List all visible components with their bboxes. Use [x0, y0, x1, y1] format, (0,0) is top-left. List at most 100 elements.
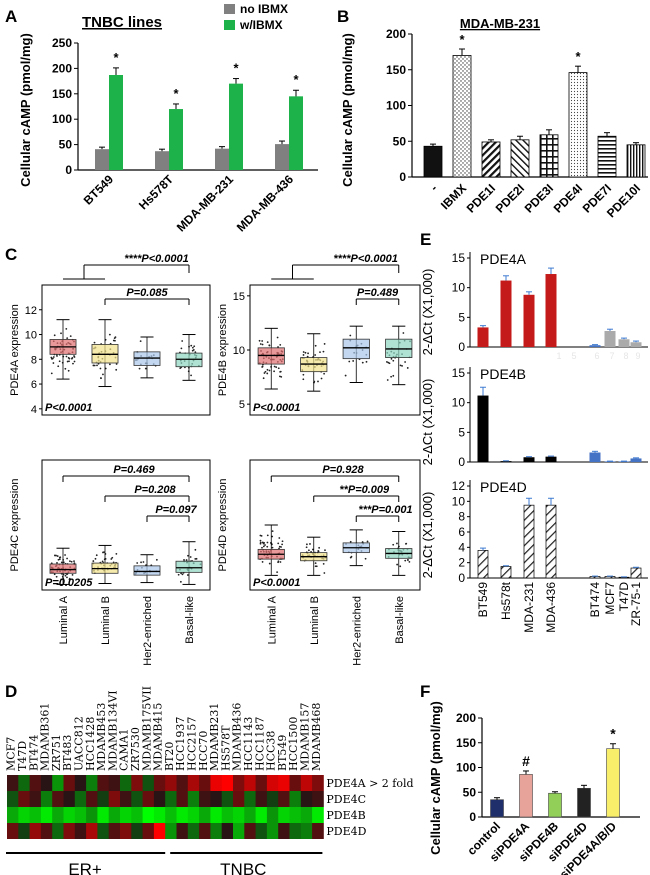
panel-c-p-value: P=0.208 — [134, 484, 176, 496]
panel-c-data-point — [266, 534, 269, 537]
panel-c-data-point — [266, 341, 269, 344]
panel-c-data-point — [181, 340, 184, 342]
panel-d-heatmap-cell — [120, 775, 132, 791]
panel-d-column-label: MDAMB157 — [298, 703, 311, 771]
panel-d-heatmap-cell — [165, 775, 177, 791]
panel-c-boxplots: PDE4A expression 4 6 8 10 12 P<0.0001 ****P<0.0… — [9, 253, 421, 666]
panel-c-data-point — [280, 375, 283, 378]
panel-d-column-label: MDAMB468 — [310, 703, 323, 771]
panel-c-data-point — [66, 337, 69, 340]
panel-e-subplot: PDE4B 0 5 10 15 — [452, 366, 648, 469]
panel-c-data-point — [95, 554, 98, 557]
panel-c-data-point — [268, 562, 271, 565]
panel-a-y-tick-label: 250 — [52, 36, 72, 50]
panel-b-title: MDA-MB-231 — [460, 16, 540, 31]
panel-c-data-point — [108, 363, 111, 366]
panel-e-ylabel-3: 2-ΔCt (X1,000) — [420, 492, 435, 579]
panel-c-box — [342, 338, 370, 360]
panel-c-data-point — [73, 356, 76, 358]
panel-e-bar — [477, 550, 489, 579]
panel-c-data-point — [92, 560, 95, 562]
panel-d-heatmap-cell — [221, 775, 234, 791]
panel-c-data-point — [194, 548, 197, 551]
panel-c-data-point — [281, 540, 284, 543]
panel-f-ylabel: Cellular cAMP (pmol/mg) — [428, 701, 443, 855]
panel-letter-c: C — [5, 245, 17, 264]
panel-c-data-point — [266, 372, 269, 375]
panel-d-heatmap-cell — [29, 823, 42, 839]
panel-c-subplot: PDE4B expression 5 10 15 P<0.0001 ****P<0.000… — [217, 253, 421, 416]
panel-e-bar — [604, 330, 616, 347]
panel-c-data-point — [304, 351, 307, 354]
panel-a-bar-w-ibmx — [109, 75, 123, 170]
panel-e-bar — [630, 567, 642, 579]
panel-c-data-point — [57, 365, 60, 368]
panel-e-bar — [545, 274, 557, 347]
panel-d-column-label: HCC1500 — [287, 717, 300, 771]
panel-f-y-tick-label: 0 — [469, 810, 476, 824]
panel-c-data-point — [306, 543, 308, 546]
panel-d-column-label: BT474 — [27, 735, 40, 771]
panel-c-data-point — [320, 377, 323, 380]
panel-c-data-point — [190, 344, 193, 347]
panel-e-bars: 2-ΔCt (X1,000) 2-ΔCt (X1,000) 2-ΔCt (X1,… — [420, 251, 648, 633]
panel-d-group-label-er: ER+ — [68, 860, 102, 875]
panel-e-y-tick-label: 15 — [452, 366, 466, 380]
panel-e-y-tick-label: 10 — [452, 281, 466, 295]
panel-c-group-label: Luminal B — [309, 596, 321, 645]
panel-c-overall-p: P<0.0001 — [253, 577, 300, 589]
panel-c-data-point — [58, 556, 61, 559]
panel-d-heatmap-cell — [233, 823, 245, 839]
panel-c-group-label: Luminal B — [100, 596, 112, 645]
panel-c-data-point — [406, 367, 409, 369]
panel-d-heatmap-cell — [266, 791, 279, 807]
panel-d-heatmap-cell — [74, 807, 87, 823]
panel-c-ylabel: PDE4C expression — [9, 479, 21, 572]
panel-c-data-point — [52, 362, 55, 364]
panel-b-bar — [452, 55, 472, 178]
panel-c-p-value: P=0.469 — [113, 464, 155, 476]
panel-d-heatmap-cell — [244, 775, 256, 791]
panel-letter-a: A — [5, 7, 17, 26]
panel-c-overall-p: P<0.0001 — [45, 402, 92, 414]
panel-b-y-tick-label: 150 — [386, 63, 406, 77]
panel-c-p-value: ****P<0.0001 — [333, 253, 398, 265]
panel-a-title: TNBC lines — [82, 14, 162, 31]
panel-c-data-point — [387, 361, 390, 364]
panel-f-y-tick-label: 200 — [456, 711, 476, 725]
panel-a-category-label: BT549 — [81, 172, 117, 208]
panel-c-data-point — [302, 378, 305, 381]
panel-c-data-point — [99, 367, 102, 370]
panel-e-y-tick-label: 6 — [458, 525, 465, 539]
panel-c-data-point — [55, 575, 58, 578]
panel-letter-b: B — [337, 7, 349, 26]
panel-c-data-point — [399, 364, 402, 367]
panel-c-data-point — [108, 333, 111, 336]
panel-d-heatmap-cell — [153, 791, 166, 807]
panel-c-data-point — [261, 340, 264, 342]
panel-d-heatmap-cell — [86, 823, 98, 839]
panel-e-y-tick-label: 2 — [458, 556, 465, 570]
panel-c-data-point — [314, 562, 317, 565]
panel-c-data-point — [111, 556, 114, 559]
panel-c-data-point — [102, 551, 104, 554]
panel-d-heatmap-cell — [176, 823, 189, 839]
panel-c-data-point — [138, 367, 141, 370]
panel-c-data-point — [194, 558, 197, 560]
panel-c-group-label: Her2-enriched — [351, 596, 363, 666]
panel-c-data-point — [262, 377, 265, 380]
panel-d-heatmap-cell — [86, 791, 98, 807]
panel-c-data-point — [352, 360, 355, 362]
panel-d-heatmap-cell — [40, 775, 53, 791]
panel-c-data-point — [70, 560, 73, 563]
panel-c-ylabel: PDE4B expression — [217, 304, 229, 396]
panel-c-data-point — [318, 546, 321, 549]
panel-b-bar — [626, 144, 646, 178]
panel-b-bar — [481, 141, 501, 178]
panel-f-y-tick-label: 50 — [463, 785, 477, 799]
panel-d-heatmap-cell — [63, 791, 76, 807]
panel-c-data-point — [195, 557, 198, 560]
panel-e-category-label: MCF7 — [603, 582, 617, 615]
panel-c-data-point — [58, 360, 61, 363]
